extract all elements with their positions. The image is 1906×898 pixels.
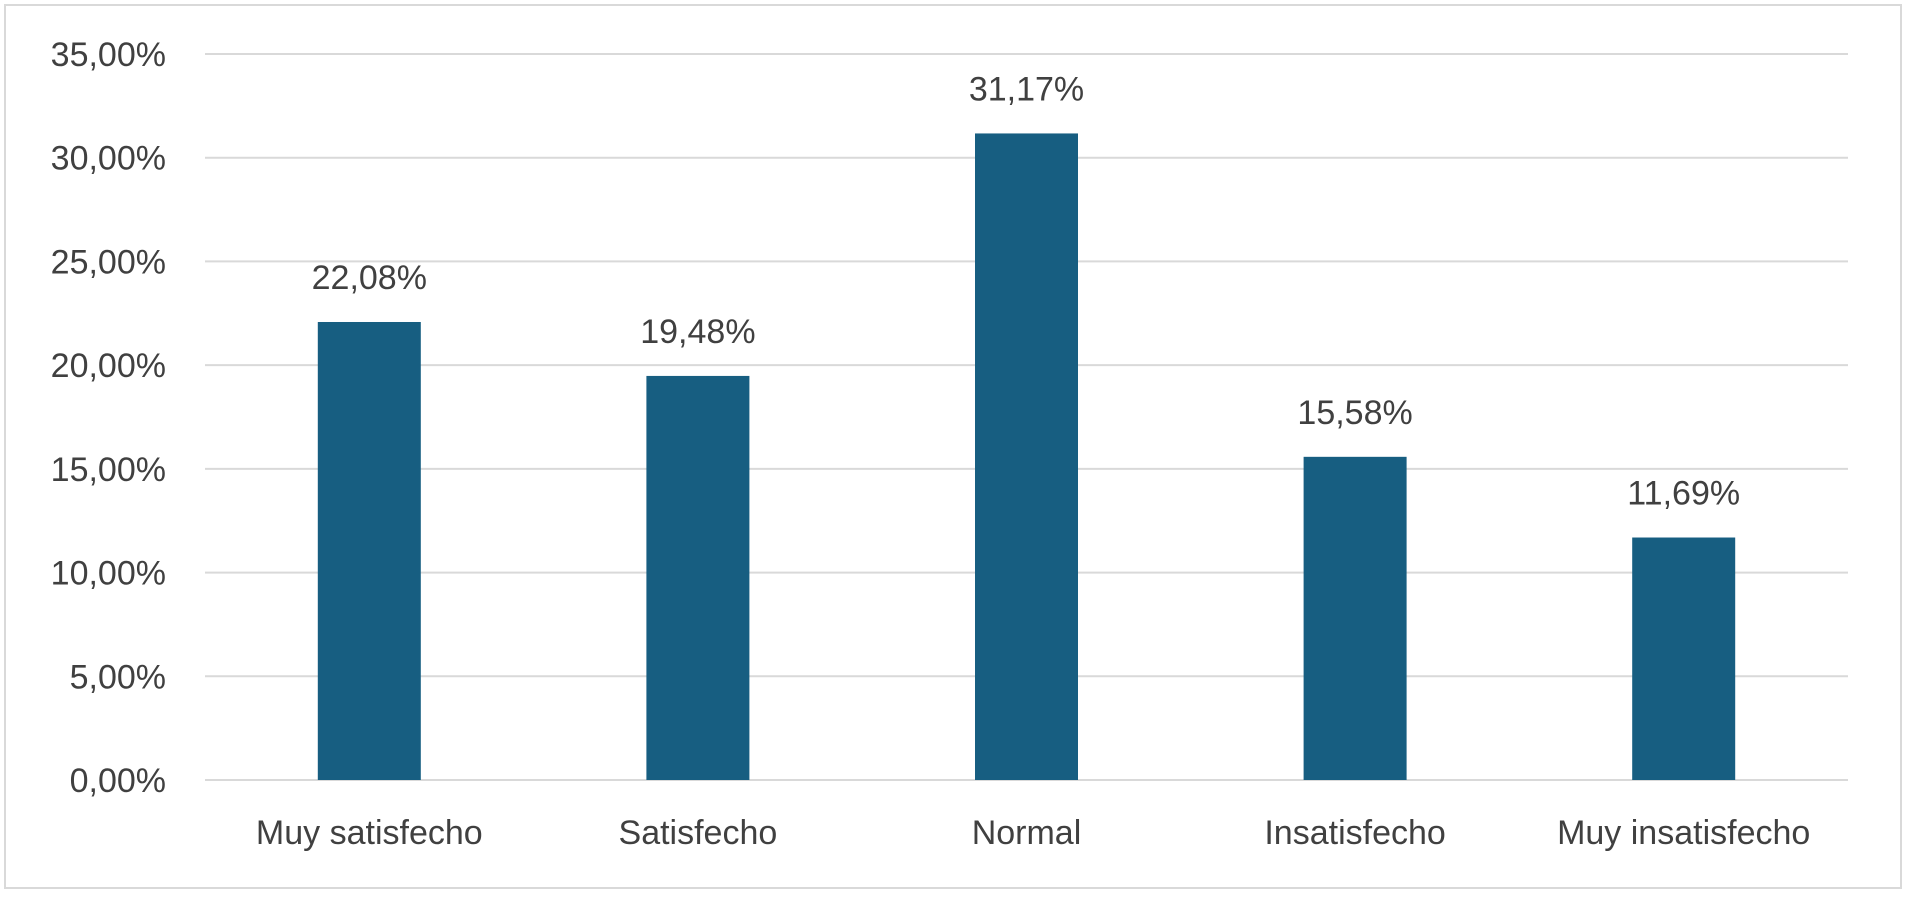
data-label: 19,48% (640, 313, 755, 351)
bars (317, 133, 1736, 781)
x-tick-label: Insatisfecho (1264, 814, 1445, 852)
bar (1303, 456, 1407, 780)
data-labels: 22,08% 19,48% 31,17% 15,58% 11,69% (312, 70, 1740, 512)
bar (646, 375, 750, 780)
y-tick-label: 30,00% (51, 140, 166, 178)
data-label: 15,58% (1297, 394, 1412, 432)
data-label: 11,69% (1627, 475, 1740, 513)
data-label: 31,17% (969, 70, 1084, 108)
y-axis-ticks: 0,00% 5,00% 10,00% 15,00% 20,00% 25,00% 30,00%… (51, 36, 166, 800)
x-tick-label: Satisfecho (619, 814, 778, 852)
bar (317, 321, 421, 780)
data-label: 22,08% (312, 259, 427, 297)
y-tick-label: 20,00% (51, 347, 166, 385)
x-tick-label: Muy insatisfecho (1557, 814, 1810, 852)
y-tick-label: 10,00% (51, 555, 166, 593)
y-tick-label: 25,00% (51, 243, 166, 281)
chart-border (4, 4, 1902, 889)
x-tick-label: Muy satisfecho (256, 814, 483, 852)
bar (975, 133, 1078, 781)
y-tick-label: 5,00% (70, 658, 166, 696)
x-axis-ticks: Muy satisfecho Satisfecho Normal Insatisfec… (256, 814, 1810, 852)
y-tick-label: 0,00% (70, 762, 166, 800)
x-tick-label: Normal (972, 814, 1082, 852)
y-tick-label: 15,00% (51, 451, 166, 489)
y-tick-label: 35,00% (51, 36, 166, 74)
bar (1632, 537, 1736, 780)
